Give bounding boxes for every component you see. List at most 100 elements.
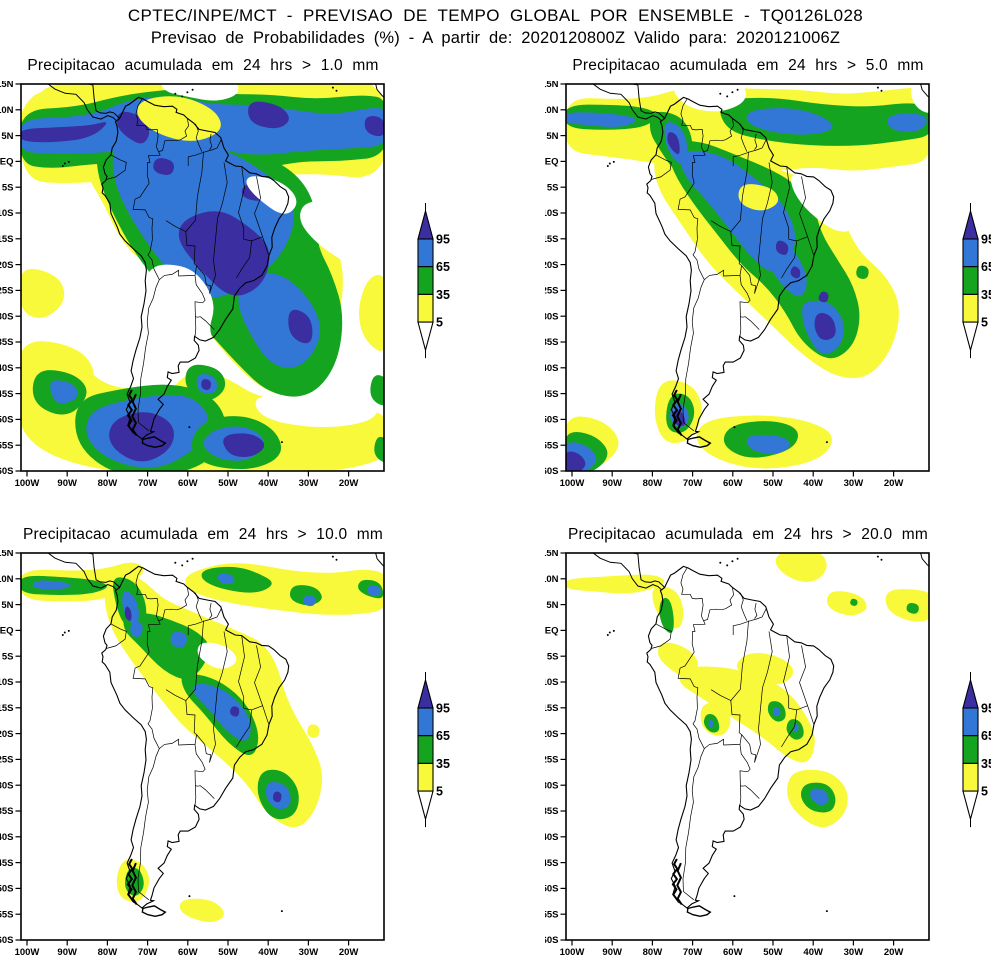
lat-tick-label: 5N [546, 131, 558, 142]
lat-tick-label: 50S [545, 884, 559, 895]
lat-tick-label: 5S [547, 182, 559, 193]
lat-tick-label: 20S [545, 260, 559, 271]
lat-tick-label: 60S [0, 935, 14, 946]
lon-tick-label: 90W [57, 947, 77, 958]
map-frame [20, 83, 385, 472]
probability-field-layer [21, 553, 384, 940]
lon-tick-label: 100W [560, 947, 585, 958]
lat-tick-label: 25S [545, 286, 559, 297]
lat-tick-label: 5N [546, 600, 558, 611]
probability-colorbar: 95 65 35 5 [962, 203, 991, 359]
axes-layer: 15N 10N 5N EQ 5S 10S 15S 20S 25S 30S 35S 40S 45S 50S 5… [545, 550, 903, 958]
lon-tick-label: 50W [763, 478, 783, 489]
lon-tick-label: 80W [643, 947, 663, 958]
lat-tick-label: 40S [545, 832, 559, 843]
lat-tick-label: 60S [545, 466, 559, 477]
axes-layer: 15N 10N 5N EQ 5S 10S 15S 20S 25S 30S 35S 40S 45S 50S 5… [545, 81, 903, 489]
lat-tick-label: 5N [1, 600, 13, 611]
lon-tick-label: 50W [763, 947, 783, 958]
lat-tick-label: 45S [0, 858, 14, 869]
lat-tick-label: 20S [0, 729, 14, 740]
lon-tick-label: 20W [884, 478, 904, 489]
panel-title: Precipitacao acumulada em 24 hrs > 5.0 m… [572, 57, 924, 74]
lat-tick-label: EQ [0, 626, 14, 637]
coastline-layer [592, 84, 929, 449]
lon-tick-label: 80W [643, 478, 663, 489]
lon-tick-label: 100W [560, 478, 585, 489]
lat-tick-label: 35S [545, 337, 559, 348]
lat-tick-label: 45S [545, 389, 559, 400]
lon-tick-label: 60W [178, 947, 198, 958]
lat-tick-label: EQ [545, 626, 559, 637]
colorbar-label: 35 [981, 288, 991, 302]
lat-tick-label: 10S [0, 677, 14, 688]
lon-tick-label: 60W [723, 478, 743, 489]
lat-tick-label: 25S [0, 286, 14, 297]
colorbar-label: 65 [981, 729, 991, 743]
lon-tick-label: 80W [98, 478, 118, 489]
lat-tick-label: 50S [545, 415, 559, 426]
lat-tick-label: 15S [545, 234, 559, 245]
lat-tick-label: 5N [1, 131, 13, 142]
axes-layer: 15N 10N 5N EQ 5S 10S 15S 20S 25S 30S 35S 40S 45S 50S 5… [0, 81, 358, 489]
lat-tick-label: 15N [545, 81, 559, 90]
lon-tick-label: 70W [683, 478, 703, 489]
lon-tick-label: 40W [258, 478, 278, 489]
colorbar-label: 65 [981, 260, 991, 274]
lon-tick-label: 90W [602, 947, 622, 958]
lat-tick-label: 55S [0, 440, 14, 451]
lat-tick-label: 15S [0, 234, 14, 245]
map-frame [565, 83, 930, 472]
colorbar-bottom-arrow [417, 321, 434, 353]
lon-tick-label: 40W [803, 478, 823, 489]
probability-field-layer [566, 84, 929, 471]
colorbar-label: 95 [436, 702, 450, 716]
lon-tick-label: 70W [138, 478, 158, 489]
lat-tick-label: 35S [0, 806, 14, 817]
lon-tick-label: 40W [803, 947, 823, 958]
colorbar-top-arrow [962, 208, 979, 240]
lat-tick-label: 15S [545, 703, 559, 714]
colorbar-label: 95 [436, 233, 450, 247]
map-frame [565, 552, 930, 941]
lat-tick-label: 25S [0, 755, 14, 766]
lon-tick-label: 70W [138, 947, 158, 958]
lat-tick-label: 45S [0, 389, 14, 400]
lat-tick-label: 30S [545, 780, 559, 791]
colorbar-bottom-arrow [962, 321, 979, 353]
lat-tick-label: 30S [545, 311, 559, 322]
lat-tick-label: 15N [0, 550, 14, 559]
lon-tick-label: 100W [15, 947, 40, 958]
panel-precip-gt-5mm: Precipitacao acumulada em 24 hrs > 5.0 m… [545, 57, 991, 489]
lat-tick-label: 10N [0, 105, 14, 116]
panel-precip-gt-10mm: Precipitacao acumulada em 24 hrs > 10.0 … [0, 526, 458, 958]
lat-tick-label: EQ [0, 157, 14, 168]
lat-tick-label: 20S [0, 260, 14, 271]
colorbar-label: 95 [981, 233, 991, 247]
colorbar-top-arrow [962, 677, 979, 709]
probability-colorbar: 95 65 35 5 [417, 672, 450, 828]
colorbar-label: 5 [436, 785, 443, 799]
colorbar-label: 35 [436, 757, 450, 771]
lat-tick-label: 30S [0, 780, 14, 791]
lat-tick-label: 25S [545, 755, 559, 766]
page-title: CPTEC/INPE/MCT - PREVISAO DE TEMPO GLOBA… [127, 6, 864, 25]
colorbar-label: 65 [436, 260, 450, 274]
lon-tick-label: 70W [683, 947, 703, 958]
coastline-layer [47, 84, 384, 449]
lat-tick-label: 50S [0, 415, 14, 426]
lat-tick-label: 10N [0, 574, 14, 585]
colorbar-label: 95 [981, 702, 991, 716]
colorbar-label: 5 [981, 785, 988, 799]
lat-tick-label: 60S [0, 466, 14, 477]
lat-tick-label: 10S [545, 677, 559, 688]
lat-tick-label: 55S [545, 909, 559, 920]
probability-field-layer [21, 84, 384, 471]
map-precip-gt-20mm: 15N 10N 5N EQ 5S 10S 15S 20S 25S 30S 35S 40S 45S 50S 5… [545, 550, 991, 958]
lon-tick-label: 90W [602, 478, 622, 489]
lat-tick-label: 35S [545, 806, 559, 817]
axes-layer: 15N 10N 5N EQ 5S 10S 15S 20S 25S 30S 35S 40S 45S 50S 5… [0, 550, 358, 958]
lat-tick-label: 5S [547, 651, 559, 662]
lon-tick-label: 30W [299, 478, 319, 489]
lat-tick-label: EQ [545, 157, 559, 168]
